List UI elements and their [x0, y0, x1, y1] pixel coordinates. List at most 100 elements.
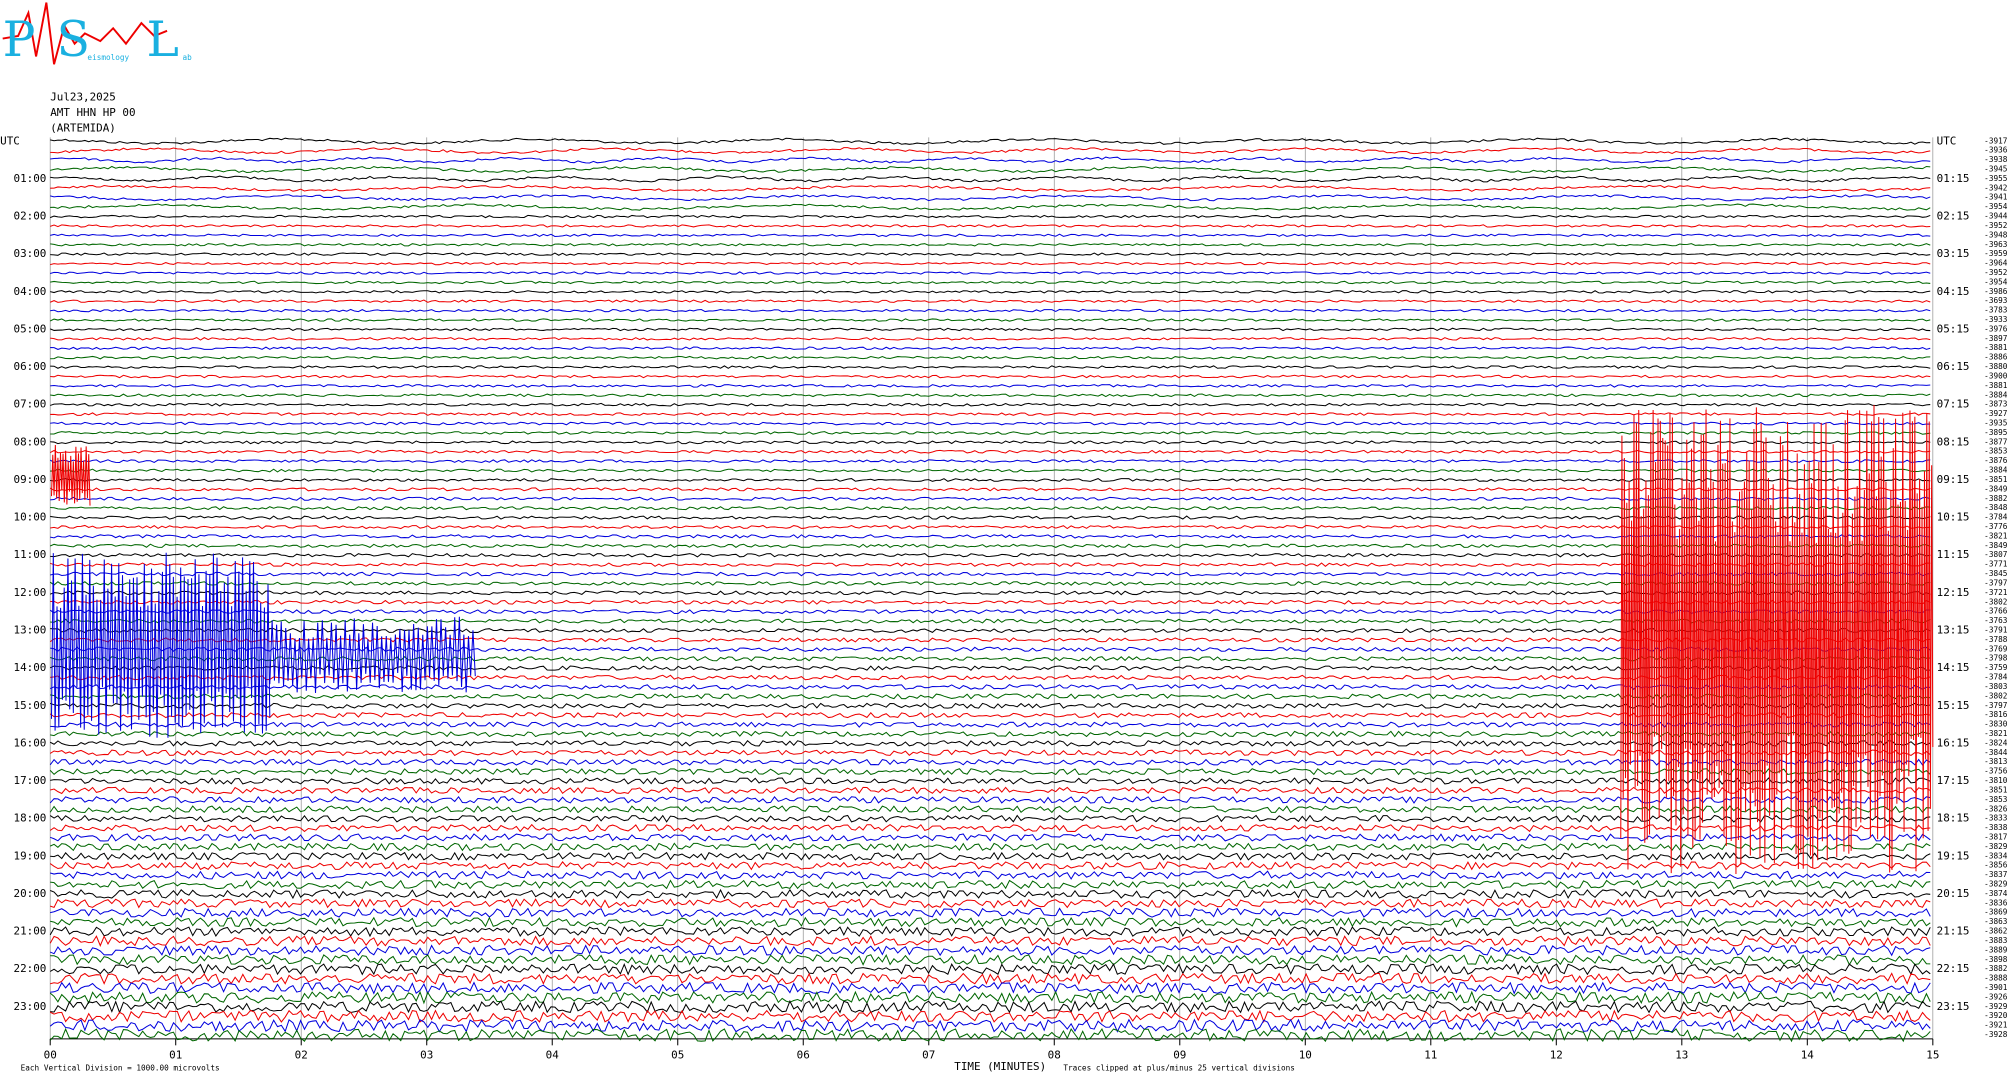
left-time-label: 16:00: [14, 736, 47, 749]
trace-offset: -3791: [1984, 625, 2008, 634]
trace: [50, 365, 1931, 369]
trace: [50, 412, 1931, 416]
trace: [49, 449, 1931, 454]
trace: [49, 935, 1931, 947]
trace-offset: -3941: [1984, 193, 2008, 202]
trace-offset: -3920: [1984, 1011, 2008, 1020]
trace: [50, 898, 1931, 909]
trace: [50, 972, 1931, 985]
trace: [49, 459, 1931, 464]
trace-offset: -3759: [1984, 663, 2008, 672]
left-time-label: 03:00: [14, 247, 47, 260]
trace-offset: -3900: [1984, 371, 2008, 380]
trace: [50, 243, 1931, 247]
trace: [50, 147, 1931, 155]
trace: [50, 214, 1931, 219]
trace-offset: -3938: [1984, 155, 2008, 164]
trace-offset: -3798: [1984, 654, 2008, 663]
trace-offset: -3802: [1984, 691, 2007, 700]
trace: [50, 308, 1931, 313]
trace-offset: -3928: [1984, 1030, 2008, 1039]
trace: [50, 618, 1931, 624]
trace: [49, 795, 1931, 804]
trace: [50, 252, 1931, 256]
trace: [50, 224, 1931, 228]
trace: [49, 823, 1931, 833]
trace: [50, 477, 1931, 482]
trace: [50, 534, 1931, 539]
trace: [50, 184, 1931, 192]
x-tick-label: 03: [420, 1049, 433, 1062]
trace: [50, 693, 1931, 700]
trace-offset: -3797: [1984, 701, 2008, 710]
trace: [50, 702, 1931, 709]
trace: [50, 999, 1931, 1014]
trace: [50, 888, 1931, 900]
trace-offset: -3945: [1984, 164, 2008, 173]
clip-note: Traces clipped at plus/minus 25 vertical…: [1063, 1063, 1294, 1072]
trace-offset: -3816: [1984, 710, 2008, 719]
logo-squiggle: [2, 2, 168, 65]
x-tick-label: 10: [1299, 1049, 1312, 1062]
header-date: Jul23,2025: [50, 91, 116, 104]
event-burst: [1620, 405, 1934, 875]
trace: [50, 137, 1931, 145]
trace-offset: -3803: [1984, 682, 2008, 691]
trace: [49, 609, 1931, 615]
traces: [49, 137, 1934, 1043]
trace-offset: -3810: [1984, 776, 2008, 785]
trace: [49, 739, 1931, 747]
trace: [49, 749, 1931, 757]
trace: [50, 721, 1931, 728]
right-time-label: 09:15: [1937, 473, 1970, 486]
trace: [50, 506, 1931, 511]
trace: [49, 1027, 1931, 1043]
trace: [49, 318, 1931, 322]
trace-offset: -3829: [1984, 880, 2008, 889]
trace: [50, 156, 1931, 164]
left-time-label: 02:00: [14, 210, 47, 223]
trace: [50, 646, 1931, 653]
trace: [50, 590, 1931, 596]
trace-offset: -3845: [1984, 569, 2008, 578]
trace: [50, 337, 1931, 341]
x-tick-label: 07: [922, 1049, 935, 1062]
trace-offset: -3784: [1984, 673, 2008, 682]
logo: P S eismology L ab: [2, 2, 192, 68]
trace-offset: -3788: [1984, 635, 2008, 644]
trace-offset: -3917: [1984, 136, 2008, 145]
trace-offset: -3952: [1984, 221, 2007, 230]
right-time-label: 23:15: [1937, 1000, 1970, 1013]
trace: [50, 515, 1931, 520]
trace: [50, 203, 1931, 211]
trace-offset: -3901: [1984, 983, 2008, 992]
trace-offset: -3693: [1984, 296, 2008, 305]
left-time-label: 06:00: [14, 360, 47, 373]
x-tick-label: 13: [1675, 1049, 1688, 1062]
trace-offset: -3834: [1984, 851, 2008, 860]
trace: [50, 194, 1931, 202]
right-time-label: 08:15: [1937, 435, 1970, 448]
trace-offset: -3763: [1984, 616, 2008, 625]
trace-offset: -3849: [1984, 541, 2008, 550]
trace-offset: -3833: [1984, 814, 2008, 823]
left-time-label: 10:00: [14, 511, 47, 524]
x-tick-label: 08: [1048, 1049, 1061, 1062]
trace-offset: -3829: [1984, 842, 2008, 851]
left-time-label: UTC: [0, 134, 20, 147]
trace-offset: -3952: [1984, 268, 2007, 277]
right-time-label: 21:15: [1937, 925, 1970, 938]
trace-offset: -3874: [1984, 889, 2008, 898]
x-tick-label: 12: [1550, 1049, 1563, 1062]
trace-offset: -3944: [1984, 212, 2008, 221]
trace-offset: -3807: [1984, 550, 2008, 559]
trace: [49, 990, 1931, 1005]
left-time-label: 14:00: [14, 661, 47, 674]
x-tick-label: 05: [671, 1049, 684, 1062]
trace-offset: -3963: [1984, 240, 2008, 249]
left-time-label: 11:00: [14, 548, 47, 561]
right-time-label: 07:15: [1937, 398, 1970, 411]
trace-offset: -3830: [1984, 720, 2008, 729]
right-time-label: 18:15: [1937, 812, 1970, 825]
